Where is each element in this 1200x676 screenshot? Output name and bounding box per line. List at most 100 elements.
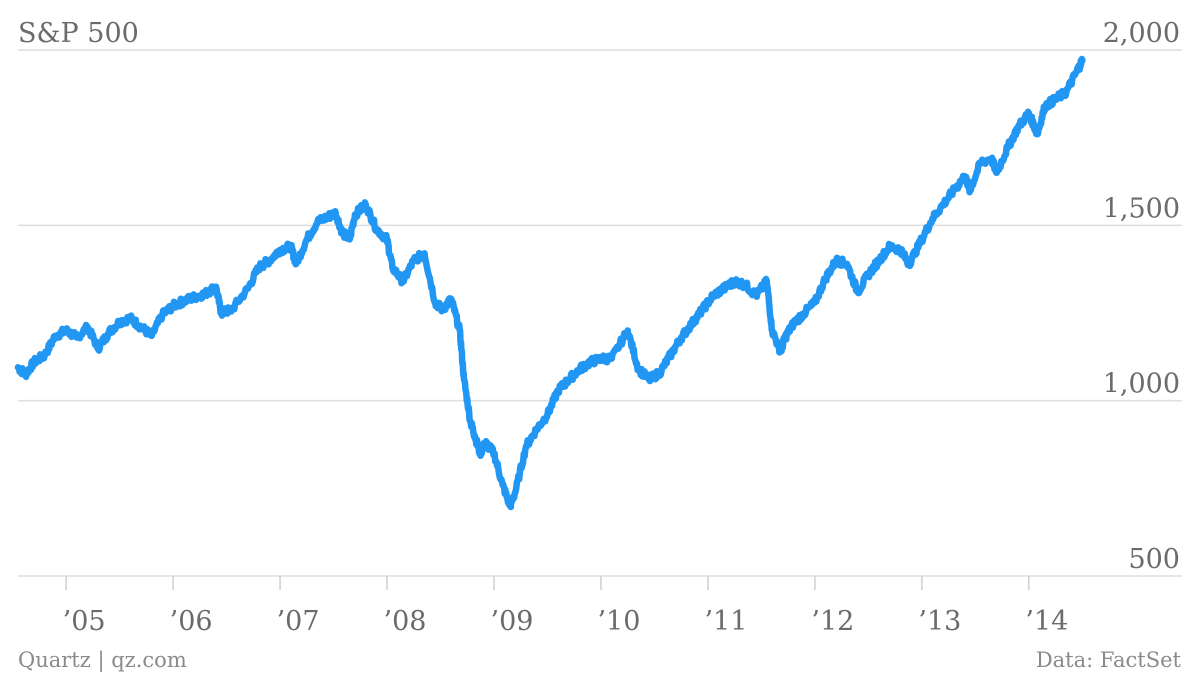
data-point-22	[244, 285, 252, 292]
data-point-33	[346, 236, 353, 243]
data-point-28	[303, 236, 311, 243]
data-point-75	[742, 281, 749, 289]
data-point-67	[656, 369, 663, 376]
data-point-89	[875, 257, 883, 264]
data-point-103	[1014, 123, 1022, 131]
y-tick-label-500: 500	[1128, 544, 1180, 575]
x-tick-label-2008: ’08	[384, 606, 427, 637]
data-point-78	[768, 327, 776, 334]
data-point-96	[950, 187, 958, 194]
data-point-61	[587, 358, 594, 366]
data-point-3	[41, 351, 48, 359]
data-point-14	[159, 311, 166, 318]
data-point-88	[865, 271, 872, 278]
data-point-44	[448, 295, 455, 303]
data-point-13	[148, 332, 155, 339]
data-point-37	[383, 236, 391, 243]
data-point-21	[228, 306, 236, 313]
x-tick-label-2005: ’05	[63, 606, 106, 637]
data-point-26	[287, 243, 294, 250]
data-point-79	[777, 348, 784, 355]
data-point-16	[180, 297, 187, 304]
data-point-95	[940, 201, 947, 208]
data-point-110	[1079, 57, 1086, 64]
data-point-10	[116, 318, 123, 325]
data-point-72	[710, 292, 717, 299]
data-point-45	[456, 327, 463, 334]
chart-title: S&P 500	[18, 18, 139, 49]
data-point-56	[533, 425, 540, 432]
data-point-97	[961, 173, 968, 180]
series-layer	[14, 55, 1086, 511]
source-text: Data: FactSet	[1036, 648, 1182, 672]
data-point-93	[918, 236, 926, 243]
series-points-0	[14, 57, 1086, 510]
data-point-70	[688, 320, 696, 327]
data-point-8	[95, 344, 102, 352]
data-point-99	[977, 159, 984, 166]
data-point-49	[476, 450, 484, 457]
data-point-62	[597, 355, 605, 362]
x-tick-label-2009: ’09	[491, 606, 534, 637]
data-point-73	[720, 285, 728, 292]
x-tick-label-2006: ’06	[170, 606, 213, 637]
data-point-50	[482, 439, 489, 446]
data-point-43	[439, 306, 446, 313]
data-point-52	[499, 481, 506, 489]
data-point-0	[14, 364, 22, 371]
data-point-102	[1004, 144, 1011, 152]
data-point-32	[338, 229, 346, 236]
data-point-68	[667, 351, 674, 359]
data-point-84	[822, 274, 829, 282]
data-point-69	[677, 334, 685, 341]
data-point-25	[276, 246, 284, 254]
data-point-81	[790, 320, 797, 327]
data-point-27	[292, 260, 300, 268]
data-point-82	[800, 309, 808, 317]
y-tick-label-2000: 2,000	[1103, 18, 1180, 49]
data-point-71	[699, 306, 706, 313]
data-point-87	[854, 288, 861, 296]
data-point-38	[389, 264, 396, 271]
data-point-101	[993, 169, 1000, 176]
data-point-9	[105, 329, 113, 336]
data-point-47	[467, 418, 474, 425]
x-tick-label-2013: ’13	[918, 606, 961, 637]
data-point-29	[314, 218, 321, 226]
data-point-36	[373, 225, 380, 233]
y-axis-ticks: 500 1,000 1,500 2,000	[1103, 18, 1180, 575]
y-tick-label-1500: 1,500	[1103, 193, 1180, 224]
data-point-4	[52, 332, 59, 339]
data-point-109	[1073, 67, 1081, 75]
data-point-48	[471, 432, 478, 439]
data-point-31	[332, 209, 339, 217]
data-point-15	[169, 302, 177, 310]
data-point-24	[266, 257, 273, 264]
x-tick-label-2012: ’12	[811, 606, 854, 637]
data-point-85	[833, 257, 840, 264]
data-point-6	[73, 334, 81, 341]
data-point-2	[30, 358, 38, 366]
data-point-17	[191, 294, 198, 301]
data-point-60	[576, 365, 583, 373]
data-point-65	[635, 365, 642, 373]
data-point-76	[752, 292, 760, 299]
data-point-57	[544, 411, 551, 418]
data-point-83	[811, 299, 819, 306]
data-point-1	[22, 371, 29, 378]
data-point-105	[1034, 130, 1041, 138]
data-point-94	[929, 215, 936, 222]
y-tick-label-1000: 1,000	[1103, 369, 1180, 400]
data-point-86	[843, 260, 851, 268]
data-point-100	[988, 155, 995, 162]
data-point-104	[1025, 109, 1033, 117]
data-point-34	[351, 211, 359, 219]
data-point-55	[522, 443, 530, 450]
data-point-40	[410, 257, 417, 264]
data-point-90	[886, 243, 893, 250]
data-point-77	[763, 278, 770, 285]
data-point-66	[645, 376, 653, 383]
x-tick-label-2011: ’11	[704, 606, 747, 637]
data-point-35	[362, 201, 369, 208]
